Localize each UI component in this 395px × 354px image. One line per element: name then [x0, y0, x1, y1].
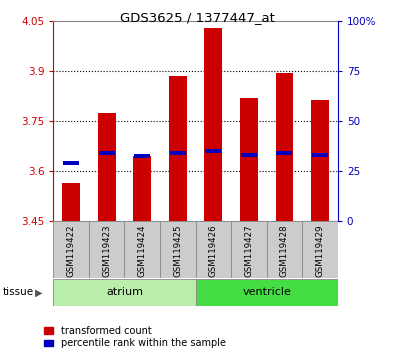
Bar — [205, 149, 221, 153]
Text: atrium: atrium — [106, 287, 143, 297]
FancyBboxPatch shape — [89, 221, 124, 278]
Bar — [276, 73, 293, 221]
Bar — [98, 113, 115, 221]
Text: GSM119429: GSM119429 — [316, 224, 324, 276]
Bar — [62, 183, 80, 221]
Bar — [63, 161, 79, 165]
Text: ▶: ▶ — [35, 287, 42, 297]
Bar — [240, 98, 258, 221]
Bar — [276, 151, 292, 155]
FancyBboxPatch shape — [160, 221, 196, 278]
Bar — [170, 151, 186, 155]
Bar — [134, 154, 150, 158]
Text: GSM119423: GSM119423 — [102, 224, 111, 277]
FancyBboxPatch shape — [53, 221, 89, 278]
Text: GSM119422: GSM119422 — [67, 224, 75, 277]
Text: tissue: tissue — [3, 287, 34, 297]
Text: GSM119427: GSM119427 — [245, 224, 253, 277]
Text: GSM119426: GSM119426 — [209, 224, 218, 277]
Text: GSM119428: GSM119428 — [280, 224, 289, 277]
Text: GDS3625 / 1377447_at: GDS3625 / 1377447_at — [120, 11, 275, 24]
Bar — [134, 156, 151, 221]
Text: ventricle: ventricle — [242, 287, 291, 297]
FancyBboxPatch shape — [196, 221, 231, 278]
FancyBboxPatch shape — [53, 279, 196, 306]
Bar — [169, 76, 186, 221]
Bar — [312, 153, 328, 156]
Bar — [99, 151, 115, 155]
Legend: transformed count, percentile rank within the sample: transformed count, percentile rank withi… — [44, 326, 226, 348]
FancyBboxPatch shape — [124, 221, 160, 278]
Bar — [311, 99, 329, 221]
Text: GSM119425: GSM119425 — [173, 224, 182, 277]
Bar — [241, 153, 257, 156]
FancyBboxPatch shape — [231, 221, 267, 278]
FancyBboxPatch shape — [267, 221, 302, 278]
Text: GSM119424: GSM119424 — [138, 224, 147, 277]
FancyBboxPatch shape — [302, 221, 338, 278]
Bar — [205, 28, 222, 221]
FancyBboxPatch shape — [196, 279, 338, 306]
